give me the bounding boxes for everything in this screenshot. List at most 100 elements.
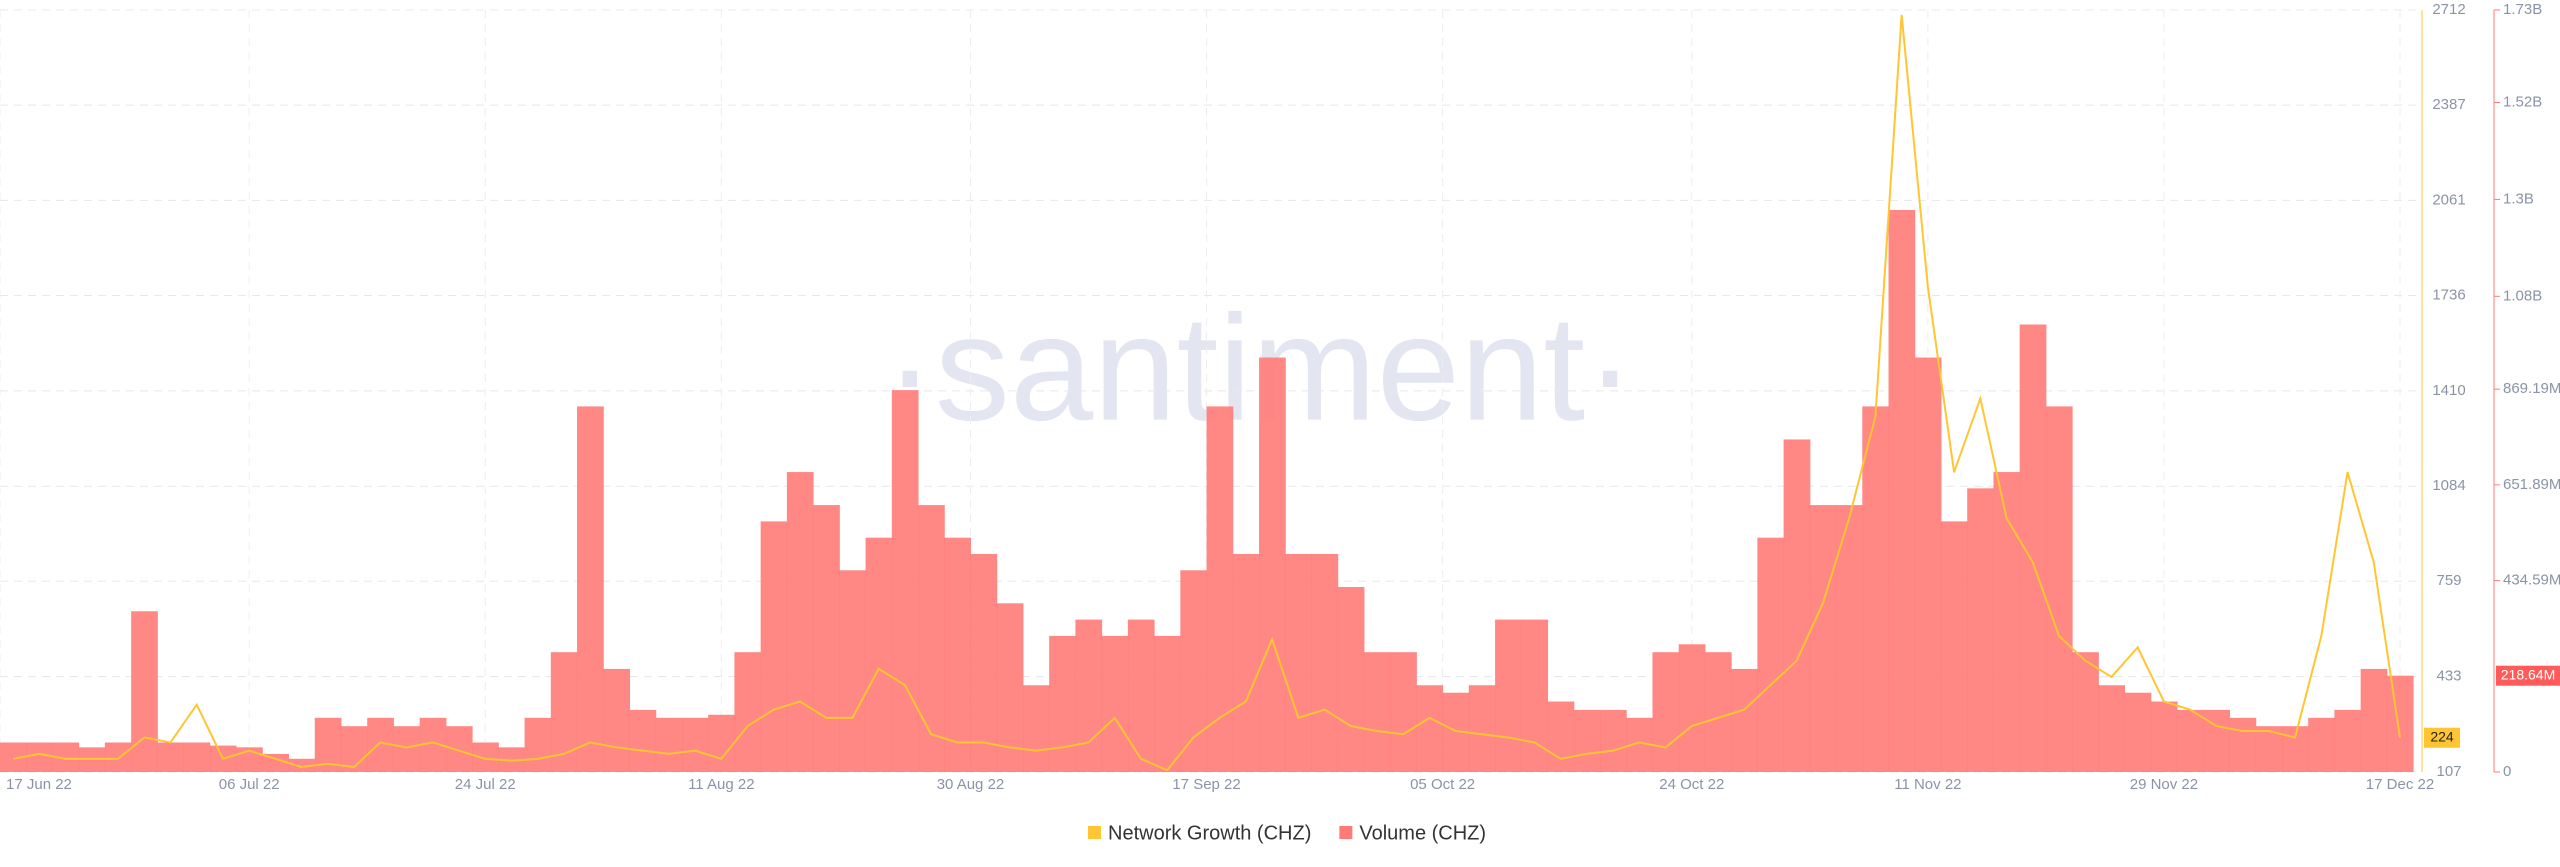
bar — [1154, 635, 1181, 772]
y-tick-label: 2061 — [2432, 191, 2465, 208]
bar — [681, 717, 709, 772]
bar — [760, 521, 788, 772]
bar — [1888, 209, 1916, 772]
x-tick-label: 17 Dec 22 — [2366, 776, 2434, 793]
bar — [1678, 644, 1706, 772]
bar — [577, 406, 604, 772]
x-tick-label: 29 Nov 22 — [2130, 776, 2198, 793]
bar — [944, 537, 971, 772]
bar — [1337, 587, 1365, 772]
bar — [288, 758, 316, 772]
bar — [1652, 652, 1680, 772]
bar — [1704, 652, 1732, 772]
bar — [340, 726, 368, 772]
y2-tick-label: 1.73B — [2503, 1, 2542, 18]
bar — [603, 668, 631, 772]
bar — [1757, 537, 1785, 772]
current-value: 224 — [2430, 728, 2454, 744]
bar — [1075, 619, 1103, 772]
bar — [708, 714, 735, 772]
bar — [1993, 472, 2021, 772]
bar — [262, 753, 290, 772]
current-value-badge — [2424, 727, 2460, 748]
bar — [183, 742, 211, 772]
legend-label: Volume (CHZ) — [1359, 822, 1486, 844]
bar — [2334, 709, 2362, 772]
bar — [734, 652, 762, 772]
bar — [839, 570, 867, 772]
bar — [2098, 685, 2126, 772]
bar — [1390, 652, 1417, 772]
y-tick-label: 2387 — [2432, 96, 2465, 113]
bar — [1259, 357, 1286, 772]
bar — [1809, 505, 1837, 772]
x-tick-label: 17 Sep 22 — [1172, 776, 1240, 793]
bar — [2072, 652, 2099, 772]
x-tick-label: 24 Jul 22 — [455, 776, 516, 793]
y-tick-label: 107 — [2436, 763, 2461, 780]
y2-tick-label: 869.19M — [2503, 380, 2560, 397]
y2-tick-label: 0 — [2503, 763, 2511, 780]
bar — [1127, 619, 1155, 772]
bar — [970, 553, 998, 772]
bar — [891, 390, 919, 772]
x-tick-label: 05 Oct 22 — [1410, 776, 1475, 793]
bar — [1416, 685, 1444, 772]
y2-tick-label: 434.59M — [2503, 572, 2560, 589]
bar — [472, 742, 499, 772]
bar — [2177, 709, 2204, 772]
bar — [1547, 701, 1575, 772]
bar — [2150, 701, 2178, 772]
bar — [655, 717, 683, 772]
x-tick-label: 30 Aug 22 — [937, 776, 1005, 793]
bar — [813, 505, 840, 772]
bar — [1468, 685, 1496, 772]
bar — [1967, 488, 1994, 772]
legend-label: Network Growth (CHZ) — [1108, 822, 1311, 844]
bar — [2045, 406, 2073, 772]
legend-swatch — [1339, 826, 1353, 839]
y-tick-label: 1084 — [2432, 477, 2465, 494]
bar — [996, 603, 1024, 772]
bar — [157, 742, 185, 772]
y-tick-label: 433 — [2436, 668, 2461, 685]
bar — [26, 742, 53, 772]
x-tick-label: 11 Nov 22 — [1894, 776, 1961, 793]
bar — [131, 611, 158, 772]
y2-tick-label: 1.52B — [2503, 93, 2542, 110]
bar — [1049, 635, 1076, 772]
y-tick-label: 1736 — [2432, 286, 2465, 303]
bar — [1495, 619, 1522, 772]
bar — [1022, 685, 1050, 772]
bar — [2386, 675, 2414, 772]
bar — [786, 472, 814, 772]
bar — [1101, 635, 1129, 772]
x-tick-label: 17 Jun 22 — [6, 776, 72, 793]
bar — [2308, 717, 2335, 772]
current-value-badge — [2496, 665, 2560, 686]
y-tick-label: 759 — [2436, 572, 2461, 589]
bar — [104, 742, 132, 772]
bar — [629, 709, 657, 772]
y2-tick-label: 651.89M — [2503, 476, 2560, 493]
y2-tick-label: 1.08B — [2503, 287, 2542, 304]
bar — [1521, 619, 1549, 772]
bar — [550, 652, 578, 772]
bar — [2360, 668, 2388, 772]
y2-tick-label: 1.3B — [2503, 190, 2534, 207]
bar — [1914, 357, 1942, 772]
bar — [1731, 668, 1758, 772]
bar — [865, 537, 893, 772]
legend-swatch — [1088, 826, 1101, 839]
bar — [524, 717, 552, 772]
current-value: 218.64M — [2501, 666, 2555, 682]
bar — [1573, 709, 1601, 772]
bar — [445, 726, 473, 772]
x-tick-label: 11 Aug 22 — [688, 776, 754, 793]
bar — [1940, 521, 1968, 772]
bar — [1783, 439, 1811, 772]
bar — [2229, 717, 2257, 772]
y-tick-label: 1410 — [2432, 382, 2465, 399]
